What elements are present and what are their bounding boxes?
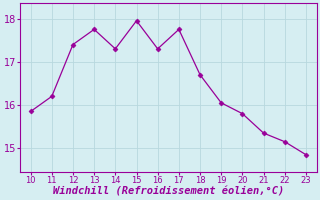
- X-axis label: Windchill (Refroidissement éolien,°C): Windchill (Refroidissement éolien,°C): [53, 187, 284, 197]
